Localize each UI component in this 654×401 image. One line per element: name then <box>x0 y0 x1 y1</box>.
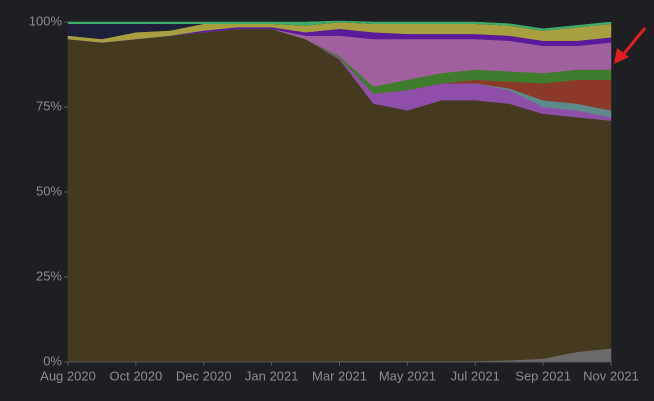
arrow-annotation <box>614 27 647 64</box>
x-tick-label: Sep 2021 <box>515 368 571 383</box>
x-tick-label: Oct 2020 <box>109 368 162 383</box>
y-tick-label: 75% <box>36 98 62 113</box>
y-tick-label: 0% <box>43 353 62 368</box>
y-tick-label: 100% <box>29 13 63 28</box>
x-tick-label: Mar 2021 <box>312 368 367 383</box>
area-series <box>67 20 612 31</box>
x-tick-label: Aug 2020 <box>40 368 96 383</box>
x-tick-label: Dec 2020 <box>176 368 232 383</box>
y-tick-label: 25% <box>36 268 62 283</box>
y-tick-label: 50% <box>36 183 62 198</box>
x-tick-label: May 2021 <box>379 368 436 383</box>
x-tick-label: Jul 2021 <box>451 368 500 383</box>
x-tick-label: Nov 2021 <box>583 368 639 383</box>
x-tick-label: Jan 2021 <box>245 368 299 383</box>
